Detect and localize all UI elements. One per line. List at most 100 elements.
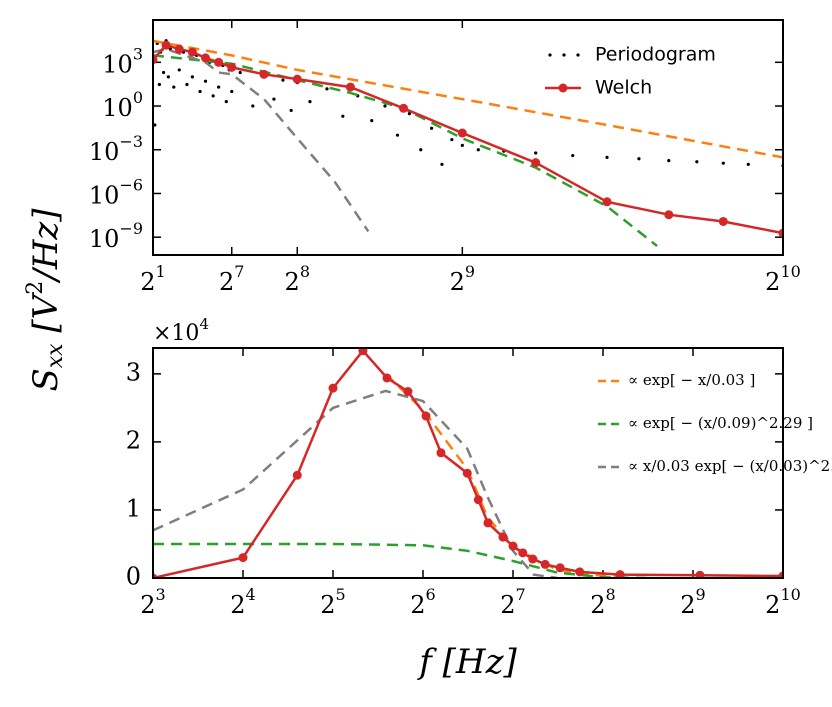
data-point <box>605 155 609 159</box>
data-point <box>383 104 387 108</box>
marker <box>358 348 368 356</box>
marker <box>778 228 783 238</box>
legend-swatch <box>548 53 552 57</box>
data-point <box>190 75 194 79</box>
data-point <box>460 143 464 147</box>
tick-label: 23 <box>140 585 165 619</box>
tick-exponent: 10 <box>780 585 800 604</box>
marker <box>462 468 472 478</box>
tick-label: 25 <box>320 585 345 619</box>
data-point <box>450 137 454 142</box>
legend: ∝ exp[ − x/0.03 ] ∝ exp[ − (x/0.09)^2.29 … <box>598 371 832 475</box>
data-point <box>325 87 329 91</box>
data-point <box>203 79 208 83</box>
data-point <box>289 108 293 113</box>
tick-exponent: 3 <box>133 44 143 63</box>
data-point <box>721 161 725 165</box>
data-point <box>429 126 434 130</box>
fit-line <box>153 54 658 247</box>
data-point <box>695 160 699 164</box>
data-point <box>440 162 444 166</box>
data-point <box>281 78 285 82</box>
tick-exponent: 0 <box>133 88 143 107</box>
data-point <box>198 89 202 94</box>
tick-exponent: 9 <box>696 585 706 604</box>
marker <box>403 387 413 397</box>
tick-base: 2 <box>590 591 605 619</box>
tick-label: 10−9 <box>89 219 143 253</box>
tick-label: 24 <box>230 585 255 619</box>
marker <box>153 55 158 65</box>
marker <box>292 470 302 480</box>
tick-base: 10 <box>102 94 133 122</box>
data-point <box>238 70 242 75</box>
data-point <box>419 148 423 152</box>
data-point <box>172 85 176 89</box>
tick-label: 29 <box>680 585 705 619</box>
tick-exponent: 8 <box>300 262 310 281</box>
legend-label: ∝ exp[ − (x/0.09)^2.29 ] <box>628 414 813 432</box>
y-axis-label: Sxx [V2/Hz] <box>23 208 68 392</box>
tick-label: 29 <box>450 262 475 296</box>
data-point <box>308 100 312 104</box>
marker <box>540 559 550 569</box>
tick-label: 28 <box>590 585 615 619</box>
offset-exponent: 4 <box>199 315 209 333</box>
data-point <box>667 159 671 163</box>
marker <box>695 570 705 578</box>
tick-label: 26 <box>410 585 435 619</box>
data-point <box>166 75 170 79</box>
legend-label: Periodogram <box>595 44 716 66</box>
data-point <box>217 85 221 89</box>
tick-base: 2 <box>230 591 245 619</box>
data-point <box>153 123 157 127</box>
tick-base: 2 <box>680 591 695 619</box>
marker <box>778 571 783 578</box>
marker <box>292 74 302 84</box>
tick-exponent: 1 <box>156 262 166 281</box>
data-point <box>476 148 480 152</box>
tick-exponent: 4 <box>246 585 256 604</box>
data-point <box>272 97 276 101</box>
marker <box>328 383 338 393</box>
tick-exponent: 10 <box>780 262 800 281</box>
marker <box>457 128 467 138</box>
marker <box>174 44 184 54</box>
tick-label: 10−6 <box>89 175 143 209</box>
legend-label: ∝ x/0.03 exp[ − (x/0.03)^2.19 ] <box>628 457 832 475</box>
marker <box>602 197 612 207</box>
legend: Periodogram Welch <box>545 44 716 99</box>
marker <box>483 518 493 528</box>
tick-base: 10 <box>89 225 120 253</box>
marker <box>161 40 171 50</box>
data-point <box>407 112 412 116</box>
marker <box>498 532 508 542</box>
data-point <box>224 100 228 104</box>
marker <box>187 47 197 57</box>
tick-base: 2 <box>140 591 155 619</box>
fit-line <box>153 47 370 233</box>
tick-exponent: 7 <box>516 585 526 604</box>
data-point <box>571 153 575 158</box>
marker <box>382 373 392 383</box>
y-tick-label: 2 <box>126 426 141 454</box>
marker <box>528 554 538 564</box>
marker <box>718 216 728 226</box>
marker <box>259 69 269 79</box>
data-point <box>395 133 400 137</box>
y-tick-label: 1 <box>126 494 141 522</box>
marker <box>214 57 224 67</box>
tick-label: 10−3 <box>89 131 143 165</box>
data-point <box>230 89 234 94</box>
tick-base: 10 <box>89 137 120 165</box>
tick-base: 2 <box>320 591 335 619</box>
tick-base: 10 <box>102 50 133 78</box>
marker <box>473 495 483 505</box>
marker <box>345 82 355 92</box>
data-point <box>211 94 215 98</box>
data-point <box>534 151 538 155</box>
tick-exponent: −3 <box>119 131 143 150</box>
tick-base: 2 <box>140 268 155 296</box>
marker <box>227 62 237 72</box>
